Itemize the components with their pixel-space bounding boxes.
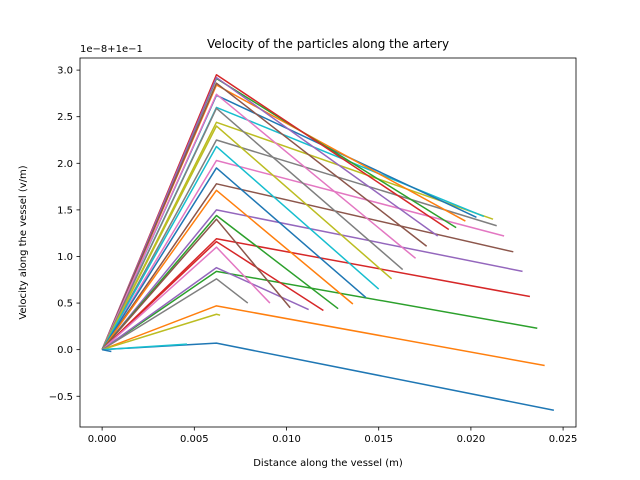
y-tick-label: 0.5	[57, 299, 73, 310]
x-tick-label: 0.005	[180, 434, 209, 445]
y-tick-label: 2.0	[57, 159, 73, 170]
series-lines	[101, 74, 555, 411]
x-tick-label: 0.015	[364, 434, 393, 445]
series-line-5	[101, 209, 523, 351]
series-line-19	[101, 125, 393, 351]
x-axis-ticks: 0.000 0.005 0.010 0.015 0.020 0.025	[88, 427, 578, 445]
series-line-6	[101, 183, 514, 351]
series-line-25	[101, 266, 309, 351]
y-tick-label: −0.5	[49, 392, 73, 403]
x-tick-label: 0.020	[457, 434, 486, 445]
series-line-1	[102, 342, 555, 411]
y-axis-offset-text: 1e−8+1e−1	[80, 44, 143, 55]
y-tick-label: 1.5	[57, 205, 73, 216]
y-axis-label: Velocity along the vessel (v/m)	[18, 165, 29, 319]
x-tick-label: 0.025	[549, 434, 578, 445]
x-tick-label: 0.000	[88, 434, 117, 445]
plot-frame	[79, 57, 577, 428]
series-line-16	[101, 82, 428, 350]
series-line-20	[101, 145, 380, 351]
series-line-17	[101, 93, 417, 350]
x-tick-label: 0.010	[272, 434, 301, 445]
y-tick-label: 0.0	[57, 345, 73, 356]
x-axis-label: Distance along the vessel (m)	[253, 458, 403, 469]
series-line-23	[101, 214, 339, 351]
series-line-30	[102, 343, 187, 351]
series-line-27	[101, 246, 271, 351]
y-axis-ticks: −0.5 0.0 0.5 1.0 1.5 2.0 2.5 3.0	[49, 66, 80, 403]
series-line-31	[101, 348, 112, 353]
series-line-26	[101, 218, 291, 351]
y-tick-label: 3.0	[57, 66, 73, 77]
y-tick-label: 1.0	[57, 252, 73, 263]
series-line-7	[101, 159, 505, 351]
series-line-28	[101, 278, 249, 351]
y-tick-label: 2.5	[57, 112, 73, 123]
series-line-2	[101, 305, 545, 367]
series-line-24	[101, 240, 324, 351]
series-line-18	[101, 107, 404, 350]
series-line-8	[101, 139, 497, 351]
series-line-22	[101, 189, 354, 351]
chart-title: Velocity of the particles along the arte…	[207, 37, 449, 51]
series-line-3	[101, 270, 538, 351]
series-line-21	[101, 167, 367, 351]
series-line-29	[101, 313, 221, 351]
